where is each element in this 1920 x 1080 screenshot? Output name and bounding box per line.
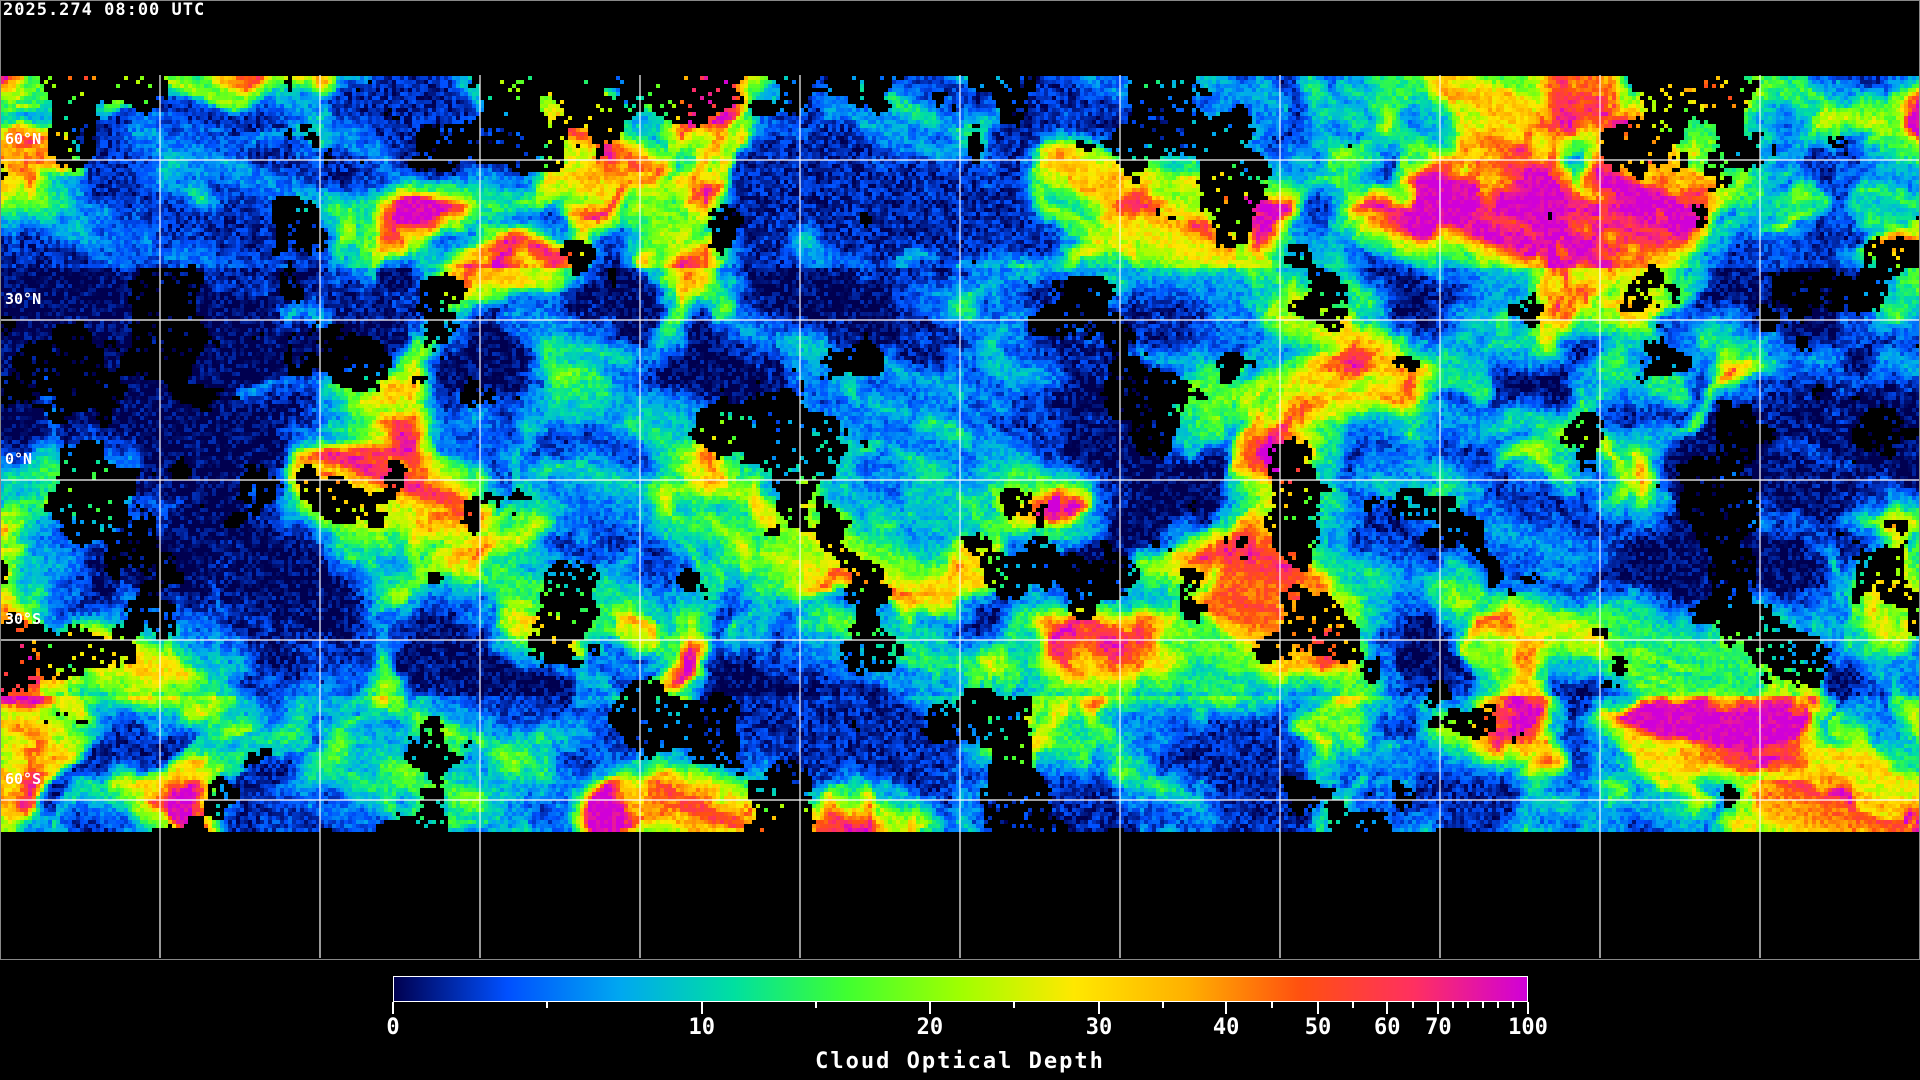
colorbar-minor-tick [1467,1002,1470,1008]
cloud-optical-depth-map [0,0,1920,960]
colorbar-minor-tick [1452,1002,1455,1008]
colorbar-major-tick [1097,1002,1100,1014]
colorbar-major-tick [1386,1002,1389,1014]
colorbar-minor-tick [1161,1002,1164,1008]
colorbar-major-tick [1225,1002,1228,1014]
colorbar-tick-label: 20 [916,1015,944,1040]
colorbar-major-tick [1317,1002,1320,1014]
colorbar-tick-label: 70 [1425,1015,1452,1040]
colorbar-minor-tick [1512,1002,1515,1008]
colorbar-major-tick [928,1002,931,1014]
lat-lon-grid [0,75,1920,958]
lat-label-30s: 30°S [5,610,42,628]
colorbar-tick-label: 30 [1085,1015,1113,1040]
colorbar-major-tick [1527,1002,1529,1014]
colorbar-minor-tick [1411,1002,1414,1008]
colorbar-label: Cloud Optical Depth [815,1049,1105,1074]
colorbar-tick-label: 100 [1508,1015,1548,1040]
timestamp-title: 2025.274 08:00 UTC [3,0,206,20]
lat-label-60n: 60°N [5,130,42,148]
colorbar-tick-label: 60 [1374,1015,1401,1040]
colorbar-tick-label: 0 [386,1015,400,1040]
lat-label-60s: 60°S [5,770,42,788]
colorbar-tick-label: 10 [688,1015,715,1040]
lat-label-0n: 0°N [5,450,33,468]
colorbar-major-tick [700,1002,703,1014]
colorbar-major-tick [392,1002,394,1014]
colorbar-minor-tick [1271,1002,1274,1008]
colorbar [393,976,1528,1002]
colorbar-tick-label: 40 [1212,1015,1240,1040]
colorbar-minor-tick [1482,1002,1485,1008]
colorbar-minor-tick [546,1002,549,1008]
colorbar-minor-tick [1351,1002,1354,1008]
colorbar-major-tick [1437,1002,1440,1014]
colorbar-minor-tick [814,1002,817,1008]
colorbar-tick-label: 50 [1304,1015,1332,1040]
colorbar-minor-tick [1497,1002,1500,1008]
colorbar-minor-tick [1013,1002,1016,1008]
colorbar-ticks [0,1002,1920,1042]
lat-label-30n: 30°N [5,290,42,308]
